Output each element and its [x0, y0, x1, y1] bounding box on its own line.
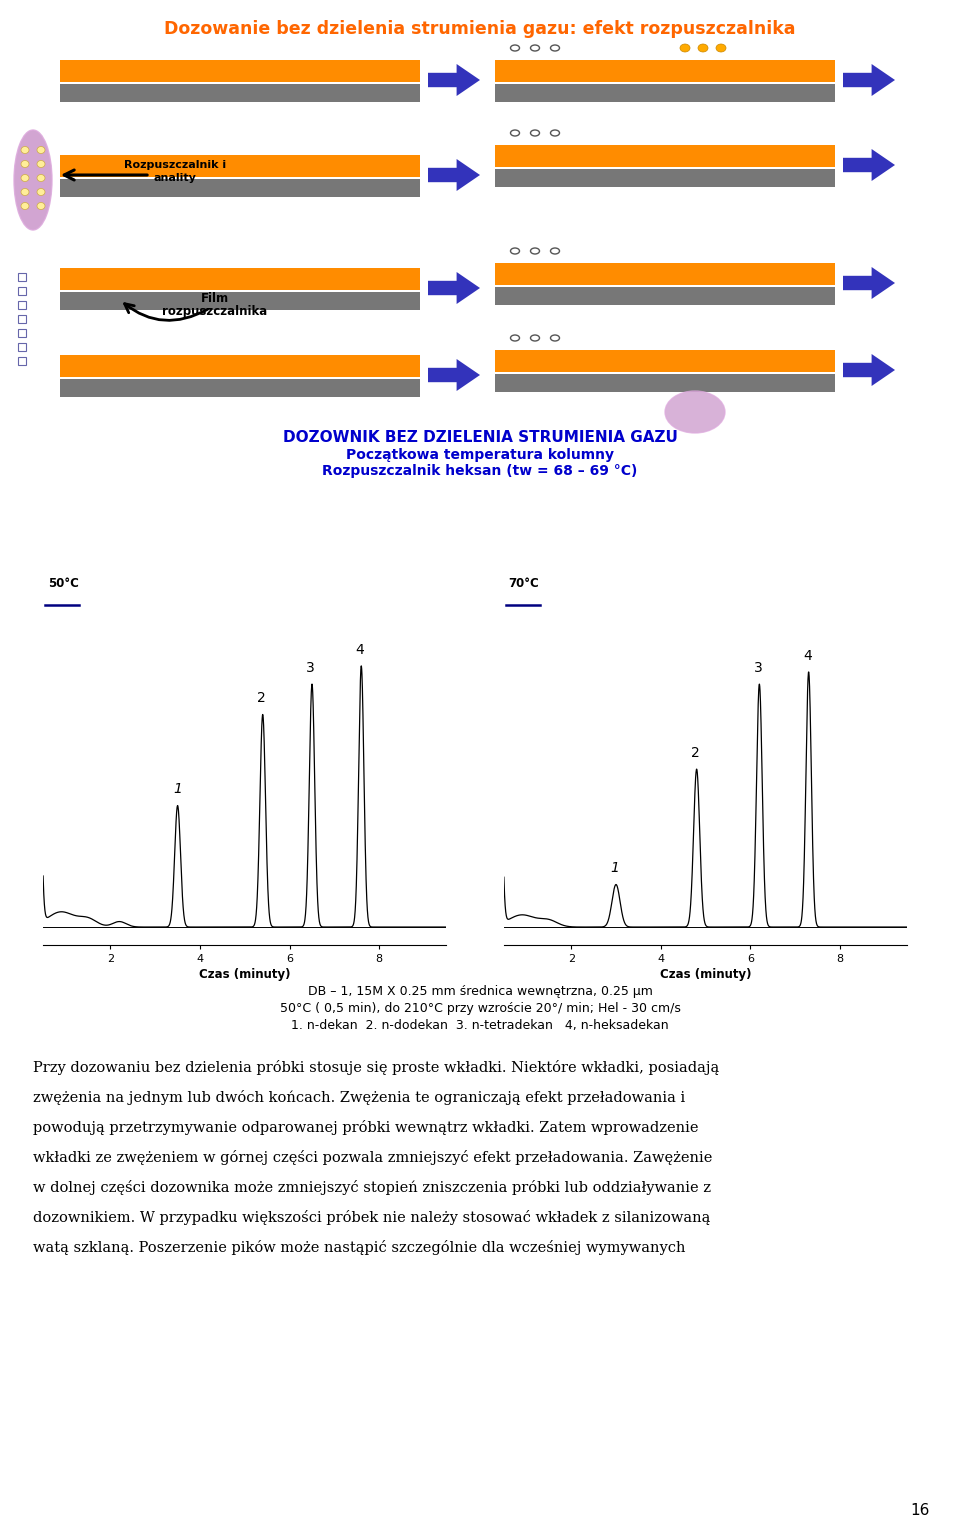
Text: Początkowa temperatura kolumny: Początkowa temperatura kolumny: [346, 447, 614, 463]
Ellipse shape: [14, 131, 52, 231]
Bar: [495, 287, 835, 304]
Bar: [60, 155, 420, 177]
Ellipse shape: [37, 203, 45, 209]
Bar: [18, 287, 26, 295]
Text: Dozowanie bez dzielenia strumienia gazu: efekt rozpuszczalnika: Dozowanie bez dzielenia strumienia gazu:…: [164, 20, 796, 38]
Bar: [495, 263, 835, 284]
Ellipse shape: [21, 203, 29, 209]
Polygon shape: [843, 354, 895, 386]
Bar: [495, 60, 835, 81]
Bar: [495, 350, 835, 372]
Text: 1: 1: [611, 861, 619, 876]
Ellipse shape: [716, 45, 726, 52]
Bar: [60, 292, 420, 310]
Text: DB – 1, 15M X 0.25 mm średnica wewnętrzna, 0.25 μm: DB – 1, 15M X 0.25 mm średnica wewnętrzn…: [307, 985, 653, 998]
Text: powodują przetrzymywanie odparowanej próbki wewnątrz wkładki. Zatem wprowadzenie: powodują przetrzymywanie odparowanej pró…: [33, 1120, 699, 1134]
Bar: [495, 144, 835, 168]
X-axis label: Czas (minuty): Czas (minuty): [660, 968, 752, 982]
Ellipse shape: [37, 175, 45, 181]
Polygon shape: [428, 65, 480, 95]
Text: watą szklaną. Poszerzenie pików może nastąpić szczególnie dla wcześniej wymywany: watą szklaną. Poszerzenie pików może nas…: [33, 1240, 685, 1256]
Text: 4: 4: [355, 642, 364, 656]
Text: 16: 16: [911, 1503, 930, 1519]
Text: Rozpuszczalnik heksan (tw = 68 – 69 °C): Rozpuszczalnik heksan (tw = 68 – 69 °C): [323, 464, 637, 478]
Text: 1: 1: [173, 782, 182, 796]
Text: DOZOWNIK BEZ DZIELENIA STRUMIENIA GAZU: DOZOWNIK BEZ DZIELENIA STRUMIENIA GAZU: [282, 430, 678, 446]
Bar: [18, 329, 26, 337]
Text: 50°C: 50°C: [48, 576, 79, 590]
Bar: [60, 380, 420, 397]
X-axis label: Czas (minuty): Czas (minuty): [199, 968, 291, 982]
Bar: [60, 178, 420, 197]
Ellipse shape: [21, 189, 29, 195]
Bar: [60, 292, 160, 307]
Text: dozownikiem. W przypadku większości próbek nie należy stosować wkładek z silaniz: dozownikiem. W przypadku większości prób…: [33, 1210, 710, 1225]
Bar: [495, 373, 835, 392]
Ellipse shape: [665, 390, 725, 433]
Ellipse shape: [21, 160, 29, 168]
Ellipse shape: [37, 160, 45, 168]
Text: w dolnej części dozownika może zmniejszyć stopień zniszczenia próbki lub oddział: w dolnej części dozownika może zmniejszy…: [33, 1180, 711, 1194]
Text: 70°C: 70°C: [509, 576, 540, 590]
Bar: [18, 343, 26, 350]
Text: 2: 2: [691, 745, 700, 759]
Bar: [18, 315, 26, 323]
Text: 3: 3: [306, 661, 315, 675]
Bar: [60, 380, 115, 395]
Bar: [60, 60, 420, 81]
Bar: [60, 267, 420, 290]
Ellipse shape: [21, 175, 29, 181]
Polygon shape: [843, 267, 895, 300]
Ellipse shape: [37, 146, 45, 154]
Bar: [495, 85, 835, 101]
Polygon shape: [428, 158, 480, 191]
Polygon shape: [843, 149, 895, 181]
Polygon shape: [428, 272, 480, 304]
Text: Film: Film: [201, 292, 229, 304]
Text: Rozpuszczalnik i: Rozpuszczalnik i: [124, 160, 226, 171]
Text: Przy dozowaniu bez dzielenia próbki stosuje się proste wkładki. Niektóre wkładki: Przy dozowaniu bez dzielenia próbki stos…: [33, 1061, 719, 1074]
Bar: [60, 85, 420, 101]
Text: wkładki ze zwężeniem w górnej części pozwala zmniejszyć efekt przeładowania. Zaw: wkładki ze zwężeniem w górnej części poz…: [33, 1150, 712, 1165]
Polygon shape: [428, 360, 480, 390]
Bar: [18, 274, 26, 281]
Text: zwężenia na jednym lub dwóch końcach. Zwężenia te ograniczają efekt przeładowani: zwężenia na jednym lub dwóch końcach. Zw…: [33, 1090, 685, 1105]
Text: 2: 2: [257, 692, 266, 705]
Text: 4: 4: [803, 649, 811, 662]
Text: 1. n-dekan  2. n-dodekan  3. n-tetradekan   4, n-heksadekan: 1. n-dekan 2. n-dodekan 3. n-tetradekan …: [291, 1019, 669, 1031]
Ellipse shape: [698, 45, 708, 52]
Bar: [60, 355, 420, 377]
Text: rozpuszczalnika: rozpuszczalnika: [162, 304, 268, 318]
Ellipse shape: [37, 189, 45, 195]
Bar: [18, 357, 26, 364]
Text: anality: anality: [154, 174, 197, 183]
Text: 50°C ( 0,5 min), do 210°C przy wzroście 20°/ min; Hel - 30 cm/s: 50°C ( 0,5 min), do 210°C przy wzroście …: [279, 1002, 681, 1014]
Text: 3: 3: [754, 661, 762, 675]
Ellipse shape: [21, 146, 29, 154]
Bar: [18, 301, 26, 309]
Polygon shape: [843, 65, 895, 95]
Bar: [495, 169, 835, 188]
Ellipse shape: [680, 45, 690, 52]
